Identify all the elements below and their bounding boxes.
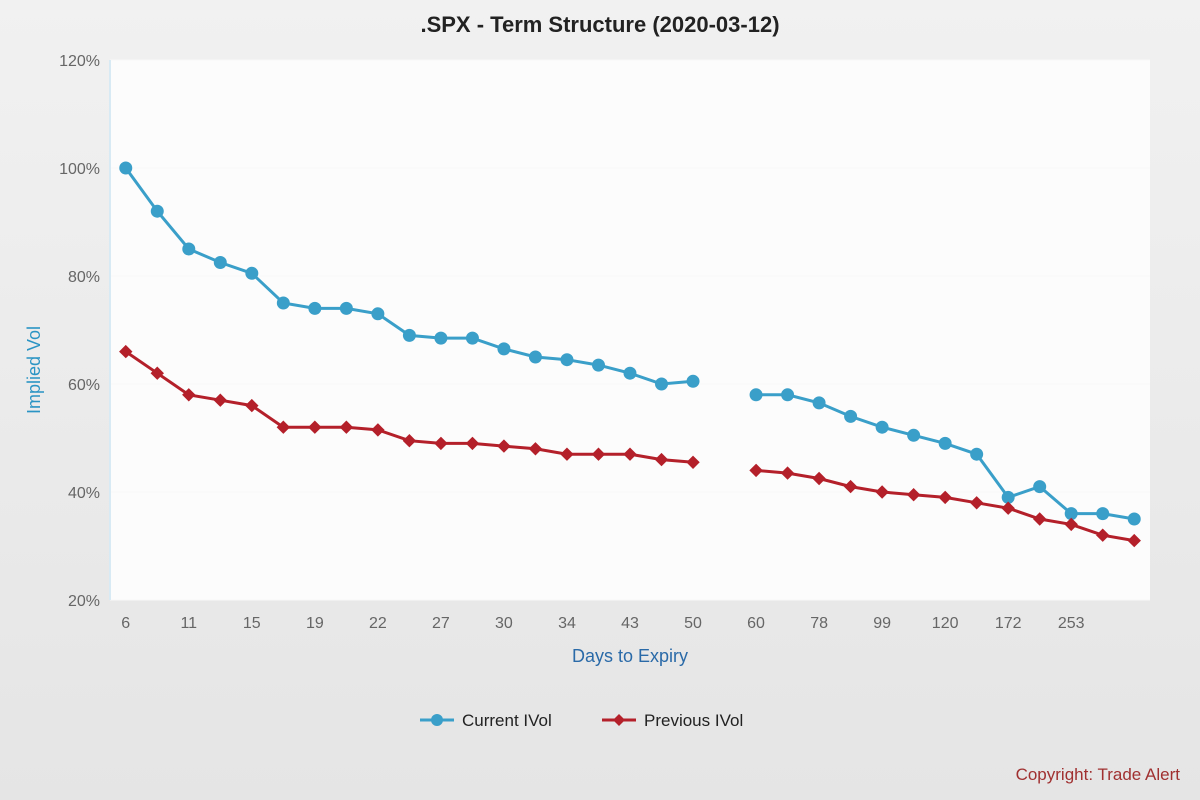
x-tick-label: 50 (684, 615, 702, 632)
marker-circle (466, 332, 478, 344)
chart-title: .SPX - Term Structure (2020-03-12) (420, 12, 779, 37)
marker-circle (151, 205, 163, 217)
x-axis-label: Days to Expiry (572, 646, 688, 666)
marker-circle (813, 397, 825, 409)
marker-circle (656, 378, 668, 390)
marker-circle (908, 429, 920, 441)
x-tick-label: 43 (621, 615, 639, 632)
marker-circle (687, 375, 699, 387)
marker-circle (340, 302, 352, 314)
marker-circle (120, 162, 132, 174)
x-tick-label: 30 (495, 615, 513, 632)
y-tick-label: 40% (68, 485, 100, 502)
y-tick-label: 80% (68, 269, 100, 286)
x-tick-label: 253 (1058, 615, 1085, 632)
chart-container: { "chart": { "type": "line", "title": ".… (0, 0, 1200, 800)
y-tick-label: 100% (59, 161, 100, 178)
marker-circle (403, 329, 415, 341)
x-tick-label: 60 (747, 615, 765, 632)
marker-circle (782, 389, 794, 401)
marker-circle (1097, 508, 1109, 520)
marker-circle (561, 354, 573, 366)
y-tick-label: 120% (59, 53, 100, 70)
term-structure-chart: 20% 40% 60% 80% 100% 120% 6 11 15 19 22 27 30 34 43 50 6… (0, 0, 1200, 800)
x-tick-label: 19 (306, 615, 324, 632)
x-tick-label: 99 (873, 615, 891, 632)
x-tick-label: 22 (369, 615, 387, 632)
marker-circle (939, 437, 951, 449)
legend-marker-circle (431, 714, 443, 726)
legend-label: Previous IVol (644, 711, 743, 730)
marker-circle (592, 359, 604, 371)
x-tick-label: 172 (995, 615, 1022, 632)
marker-circle (246, 267, 258, 279)
marker-circle (624, 367, 636, 379)
x-tick-label: 120 (932, 615, 959, 632)
marker-circle (971, 448, 983, 460)
x-tick-label: 11 (180, 615, 197, 632)
marker-circle (183, 243, 195, 255)
marker-circle (309, 302, 321, 314)
legend-marker-diamond (613, 714, 625, 726)
y-tick-label: 60% (68, 377, 100, 394)
x-tick-label: 6 (121, 615, 130, 632)
marker-circle (277, 297, 289, 309)
marker-circle (214, 257, 226, 269)
marker-circle (372, 308, 384, 320)
marker-circle (435, 332, 447, 344)
copyright-text: Copyright: Trade Alert (1016, 765, 1181, 784)
marker-circle (498, 343, 510, 355)
marker-circle (845, 410, 857, 422)
marker-circle (750, 389, 762, 401)
y-tick-label: 20% (68, 593, 100, 610)
x-tick-label: 27 (432, 615, 450, 632)
marker-circle (1128, 513, 1140, 525)
x-tick-label: 15 (243, 615, 261, 632)
marker-circle (1034, 481, 1046, 493)
plot-area (110, 60, 1150, 600)
y-axis-label: Implied Vol (24, 326, 44, 414)
marker-circle (876, 421, 888, 433)
x-tick-label: 34 (558, 615, 576, 632)
legend-label: Current IVol (462, 711, 552, 730)
x-tick-label: 78 (810, 615, 828, 632)
marker-circle (529, 351, 541, 363)
